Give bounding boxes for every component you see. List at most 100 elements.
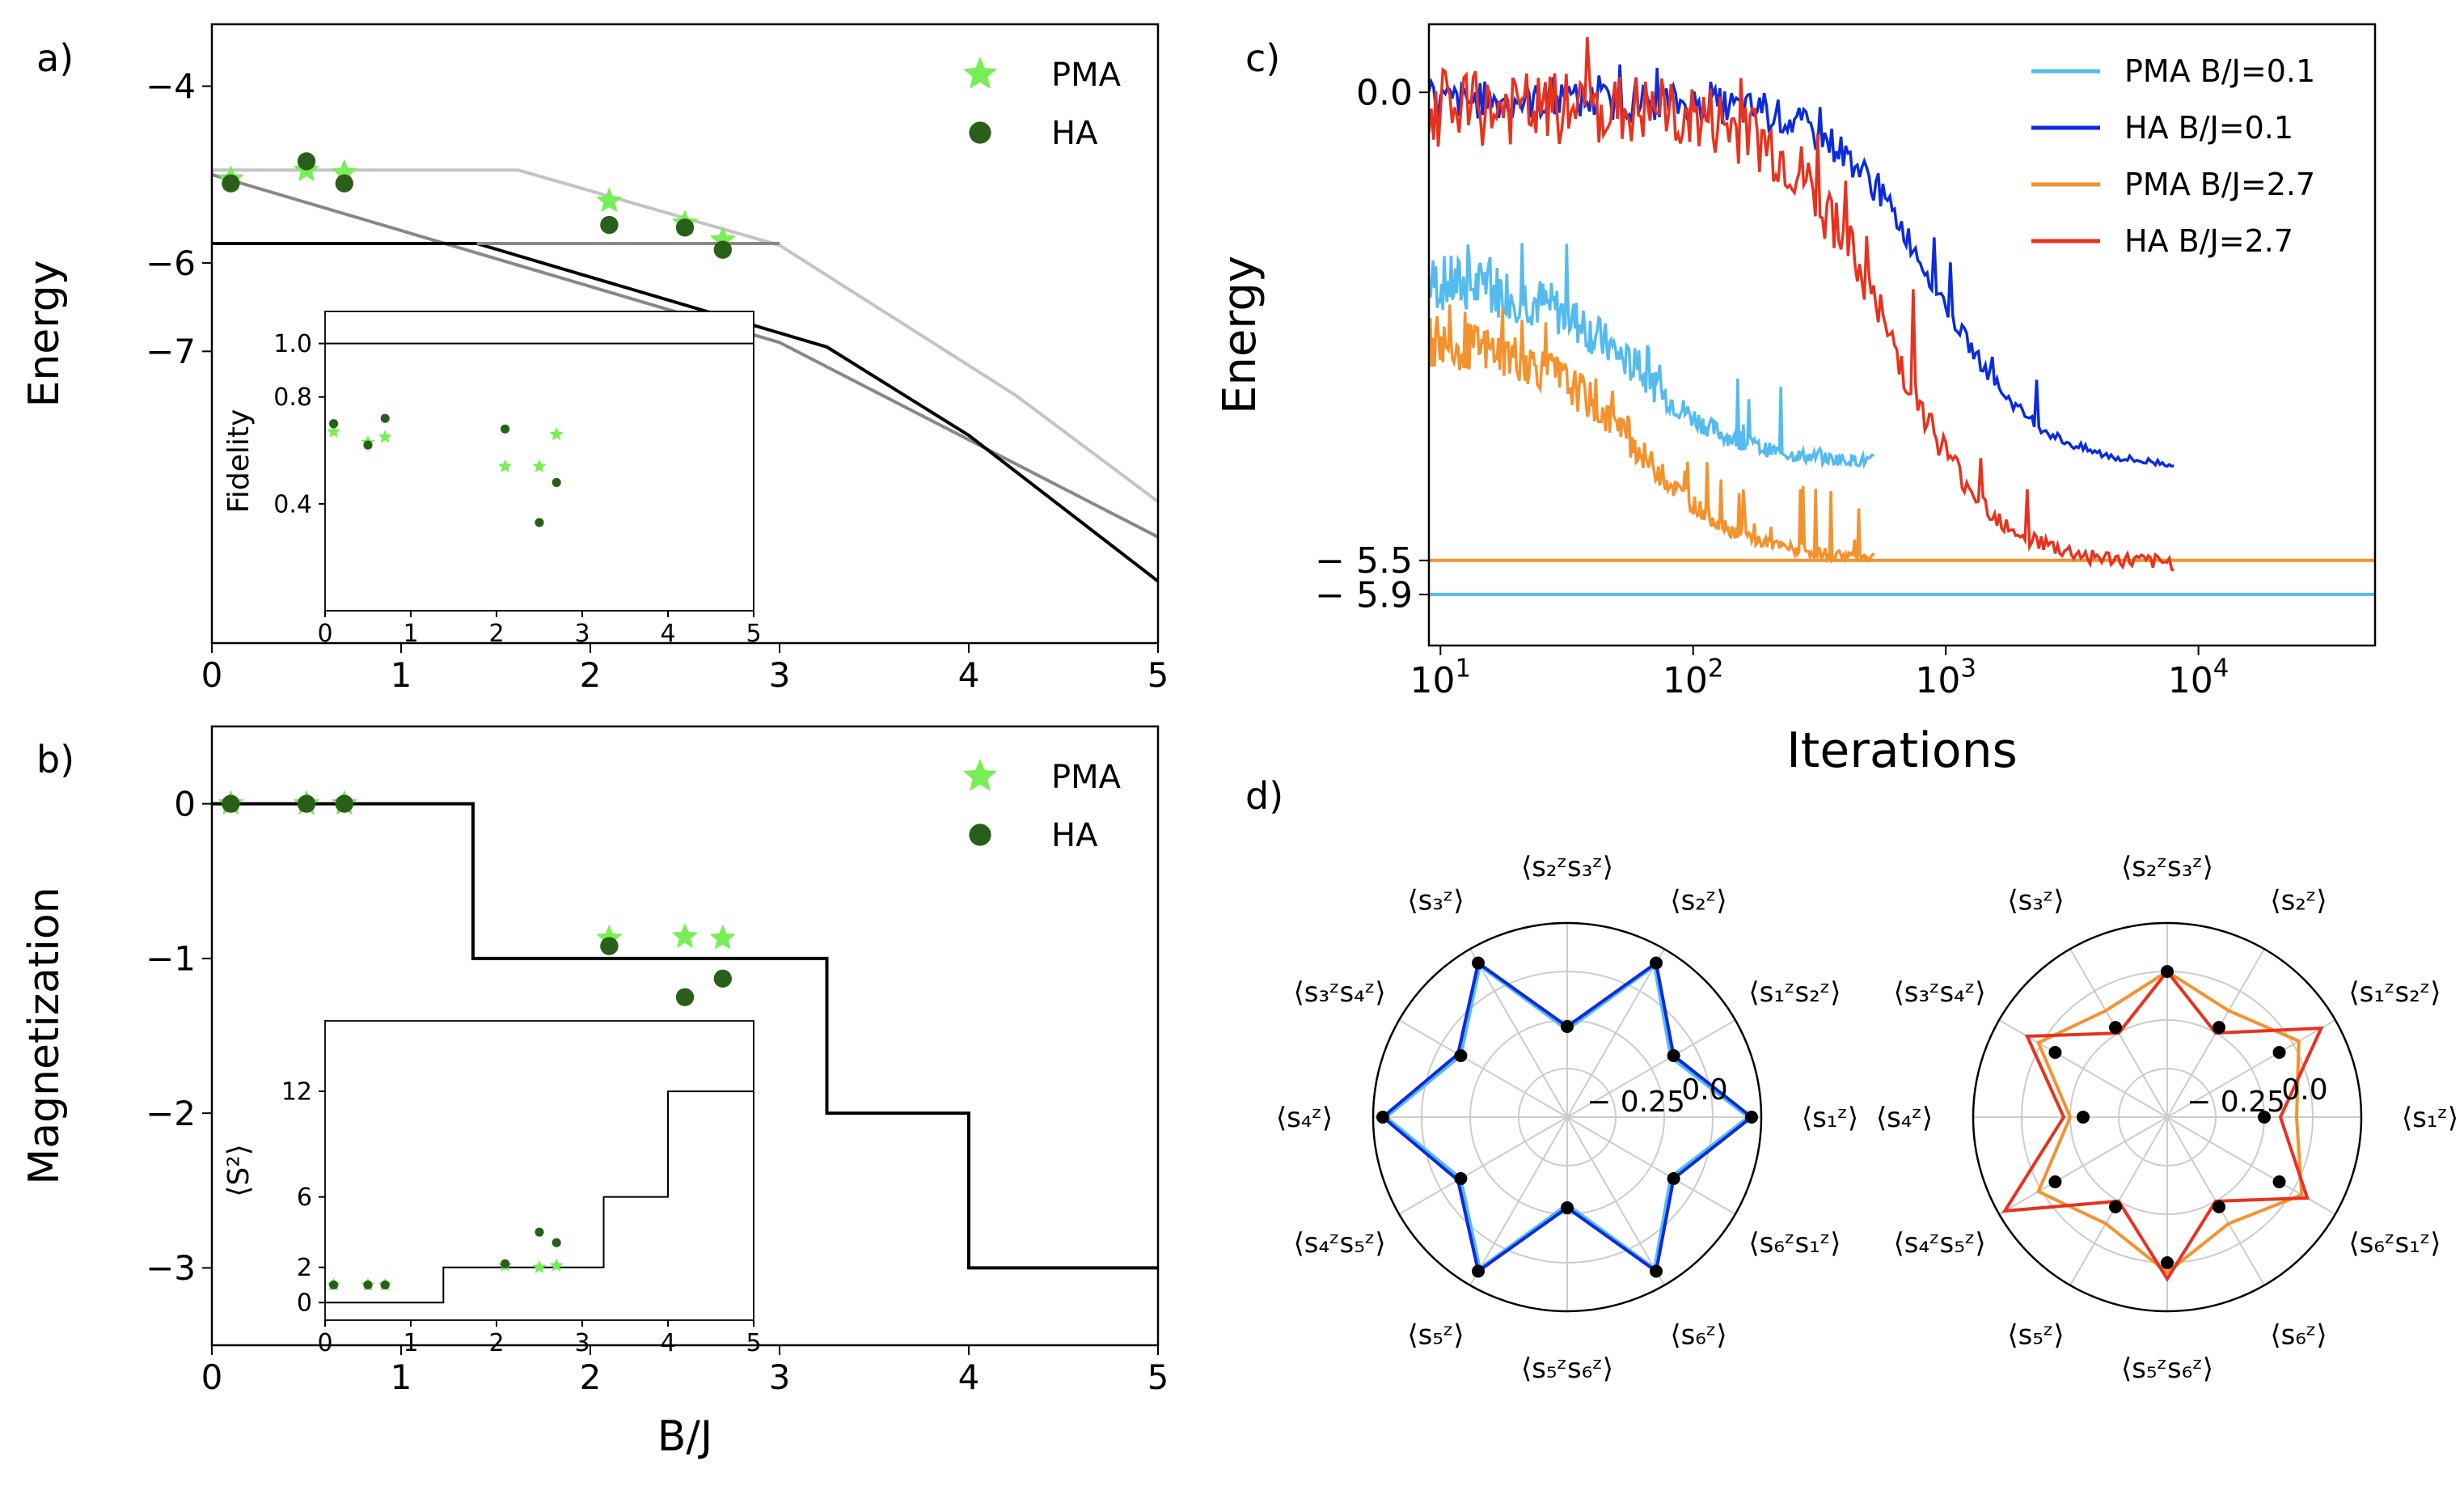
b-ytick-label: 0 — [174, 784, 196, 823]
a-inset-ytick-label: 1.0 — [273, 330, 312, 358]
c-xtick-exponent: 3 — [1960, 654, 1976, 683]
b-inset-point-ha — [380, 1280, 390, 1290]
a-inset-point-ha — [363, 440, 373, 450]
radar-left-axis-label: ⟨s₂ᶻ⟩ — [1670, 885, 1726, 917]
b-inset-point-ha — [552, 1238, 561, 1247]
b-inset-xtick-label: 3 — [574, 1329, 590, 1357]
c-legend-label: PMA B/J=0.1 — [2124, 53, 2315, 89]
radar-right-spoke — [1998, 1116, 2168, 1215]
a-plot-area — [212, 152, 1158, 583]
b-xtick-label: 3 — [769, 1357, 791, 1397]
b-inset-frame — [324, 1020, 754, 1321]
b-xtick-label: 2 — [580, 1357, 602, 1397]
b-inset-ytick-label: 0 — [297, 1289, 312, 1318]
a-ylabel: Energy — [20, 260, 69, 407]
radar-left-outer-ring — [1371, 921, 1763, 1313]
radar-left-exact-point — [1667, 1172, 1680, 1185]
a-inset-xtick-label: 0 — [317, 620, 332, 648]
radar-left-axis-label: ⟨s₄ᶻ⟩ — [1276, 1102, 1333, 1134]
radar-right-axis-label: ⟨s₅ᶻs₆ᶻ⟩ — [2121, 1353, 2213, 1385]
c-legend-label: HA B/J=0.1 — [2124, 110, 2293, 146]
a-inset-point-pma — [532, 459, 547, 472]
radar-left-exact-point — [1454, 1172, 1468, 1185]
b-point-ha — [335, 794, 353, 813]
b-point-pma — [671, 923, 699, 948]
c-xtick-base: 10 — [2168, 660, 2213, 701]
b-ytick-label: −2 — [146, 1094, 196, 1133]
radar-right-exact-point — [2272, 1046, 2286, 1059]
radar-left-axis-label: ⟨s₆ᶻs₁ᶻ⟩ — [1748, 1227, 1841, 1260]
a-inset-xtick-label: 4 — [660, 620, 675, 648]
b-inset-point-ha — [501, 1259, 510, 1268]
radar-right-axis-label: ⟨s₆ᶻs₁ᶻ⟩ — [2348, 1227, 2441, 1260]
radar-left: − 0.250.0 ⟨s₁ᶻ⟩ ⟨s₁ᶻs₂ᶻ⟩ ⟨s₂ᶻ⟩ ⟨s₂ᶻs₃ᶻ⟩ ⟨s₃ᶻ⟩… — [1276, 851, 1858, 1385]
radar-left-axis-label: ⟨s₁ᶻ⟩ — [1802, 1102, 1858, 1134]
radar-right-exact-point — [2109, 1200, 2122, 1213]
b-inset-point-pma — [532, 1260, 547, 1273]
c-legend-label: HA B/J=2.7 — [2124, 223, 2293, 259]
a-ytick-label: −6 — [146, 243, 196, 283]
radar-right-exact-point — [2161, 965, 2174, 978]
radar-right-exact-point — [2048, 1175, 2062, 1188]
a-level-mid — [212, 172, 1158, 539]
panel-a-energy: 0 1 2 3 4 5 −4 −6 −7 Energy PMA HA 0 1 2 3 4 5 1.0 0.8 0.4 Fi… — [20, 23, 1169, 695]
a-inset-point-ha — [380, 413, 390, 423]
radar-left-rtick-label: − 0.25 — [1587, 1086, 1685, 1119]
b-inset-point-ha — [363, 1280, 373, 1290]
radar-left-rtick-label: 0.0 — [1681, 1073, 1727, 1107]
radar-right-exact-point — [2109, 1021, 2122, 1035]
a-inset: 0 1 2 3 4 5 1.0 0.8 0.4 Fidelity — [222, 311, 762, 648]
legend-marker-pma — [963, 57, 997, 89]
radar-left-axis-label: ⟨s₅ᶻ⟩ — [1407, 1319, 1464, 1351]
a-inset-point-pma — [327, 424, 341, 438]
legend-marker-pma — [963, 759, 997, 791]
b-inset-ytick-label: 6 — [297, 1183, 312, 1212]
a-inset-ytick-label: 0.4 — [273, 490, 312, 519]
radar-right-exact-point — [2258, 1111, 2271, 1124]
radar-left-exact-point — [1454, 1049, 1468, 1062]
a-xtick-label: 1 — [391, 655, 412, 695]
a-inset-frame — [324, 311, 754, 612]
radar-left-spoke — [1469, 948, 1568, 1118]
a-level-light — [212, 168, 1158, 503]
radar-right-axis-label: ⟨s₄ᶻ⟩ — [1876, 1102, 1933, 1134]
c-xtick-label: 101 — [1410, 654, 1471, 701]
a-point-ha — [713, 240, 732, 259]
c-xtick-label: 104 — [2168, 654, 2229, 701]
a-xtick-label: 2 — [580, 655, 602, 695]
b-point-ha — [675, 988, 695, 1006]
a-point-ha — [297, 152, 316, 171]
radar-right-spoke — [2166, 1019, 2336, 1118]
radar-left-exact-point — [1561, 1201, 1574, 1214]
b-inset-ytick-label: 12 — [281, 1078, 312, 1107]
a-inset-point-ha — [552, 477, 561, 488]
c-series-pma-b-j-2-7 — [1429, 304, 1875, 565]
b-xtick-label: 1 — [391, 1357, 412, 1397]
a-frame — [210, 23, 1160, 645]
radar-left-exact-point — [1650, 956, 1663, 970]
a-inset-xtick-label: 2 — [488, 620, 504, 648]
a-inset-point-ha — [501, 424, 510, 434]
c-xtick-base: 10 — [1663, 660, 1708, 701]
b-inset-step — [325, 1090, 754, 1304]
radar-right-rtick-label: − 0.25 — [2187, 1086, 2285, 1119]
b-point-ha — [297, 794, 316, 813]
radar-right-exact-point — [2161, 1256, 2174, 1269]
radar-right-rtick-label: 0.0 — [2281, 1073, 2327, 1107]
radar-left-exact-point — [1667, 1049, 1680, 1062]
b-inset-ytick-label: 2 — [297, 1254, 312, 1282]
panel-label-a: a) — [36, 36, 74, 80]
a-ytick-label: −7 — [146, 332, 196, 371]
radar-left-spoke — [1469, 1116, 1568, 1286]
b-inset-point-pma — [549, 1258, 564, 1272]
a-inset-xtick-label: 3 — [574, 620, 590, 648]
panel-label-b: b) — [36, 738, 74, 781]
c-xlabel: Iterations — [1786, 722, 2018, 779]
legend-label-pma: PMA — [1051, 759, 1122, 796]
b-point-ha — [600, 937, 619, 955]
radar-right-exact-point — [2213, 1021, 2225, 1035]
a-inset-point-pma — [549, 427, 564, 441]
b-inset-xtick-label: 0 — [317, 1329, 332, 1357]
